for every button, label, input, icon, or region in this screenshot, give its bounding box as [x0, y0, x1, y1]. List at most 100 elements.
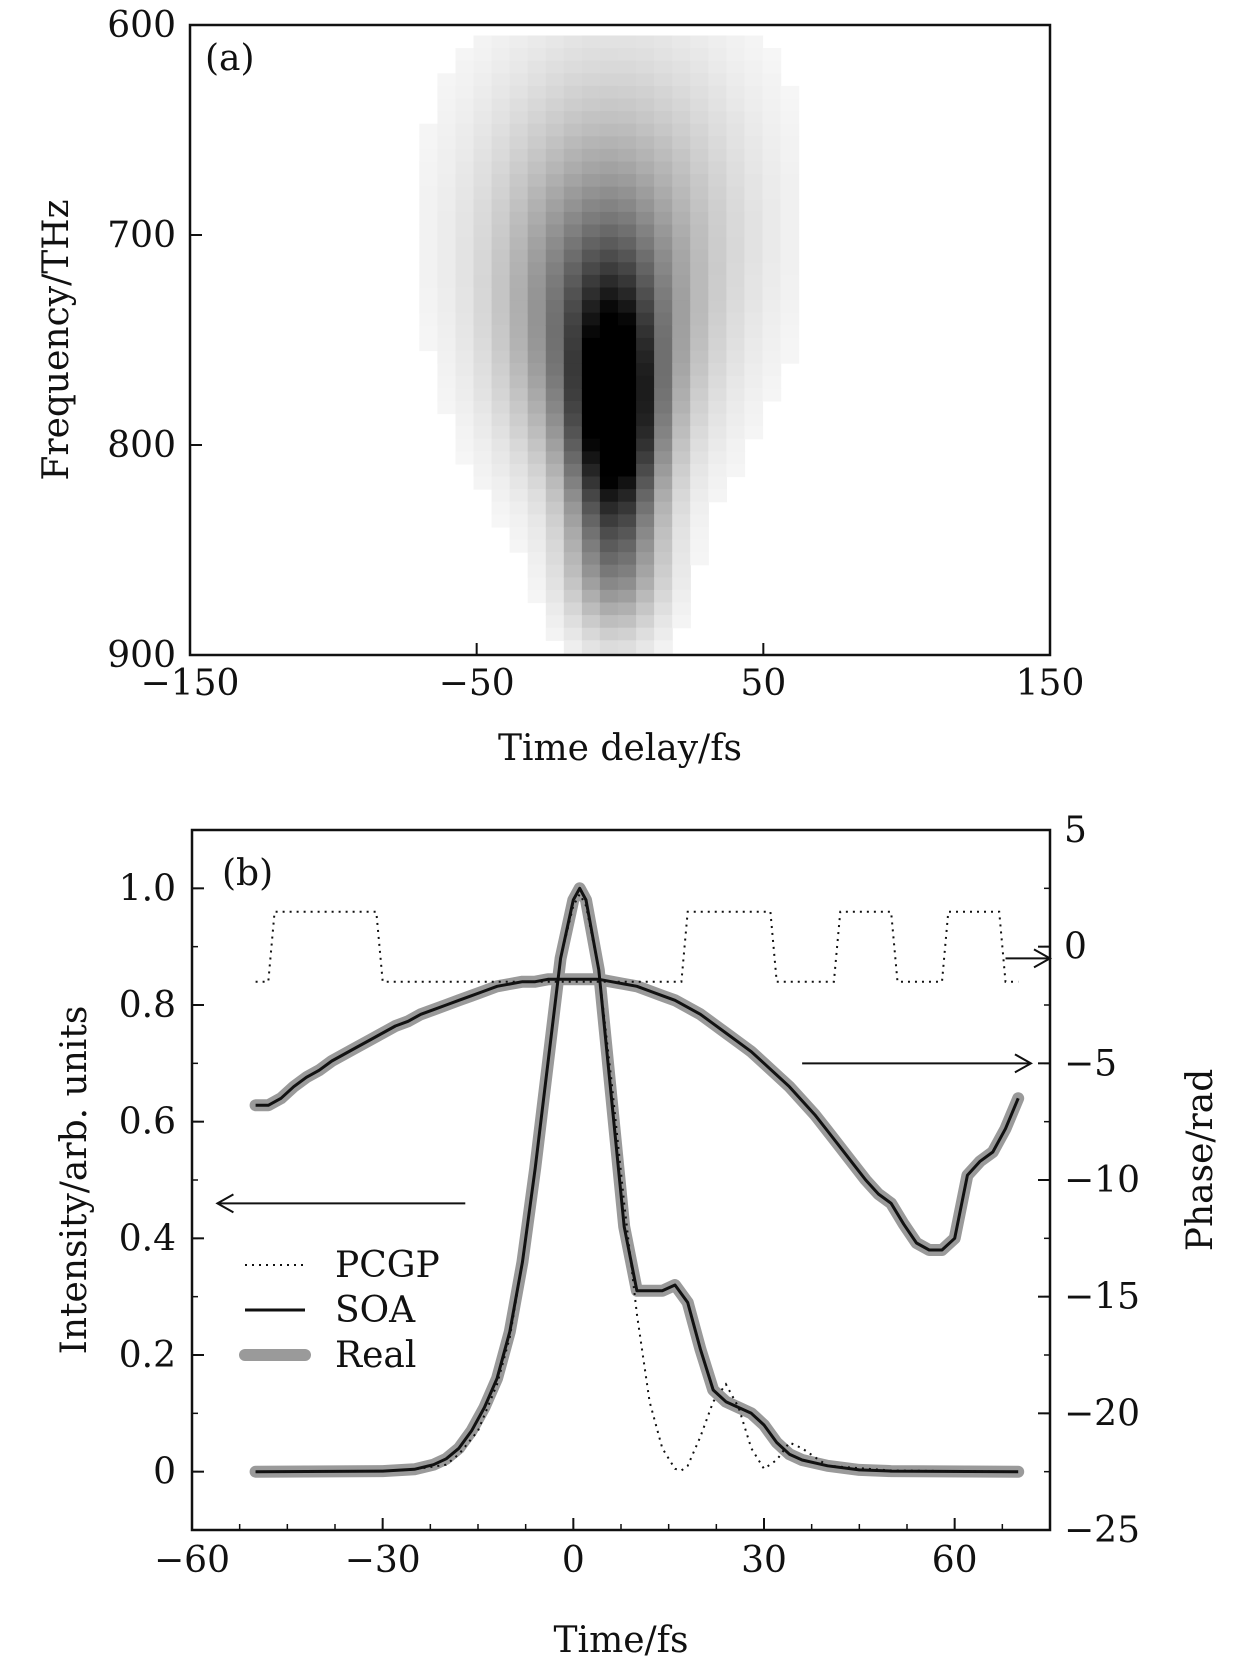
- heatmap-cell: [473, 123, 493, 137]
- heatmap-cell: [744, 325, 764, 339]
- heatmap-cell: [581, 123, 601, 137]
- heatmap-cell: [491, 48, 511, 62]
- heatmap-cell: [636, 539, 655, 553]
- heatmap-cell: [545, 136, 565, 150]
- heatmap-cell: [762, 199, 782, 213]
- heatmap-cell: [581, 274, 601, 289]
- heatmap-cell: [744, 413, 764, 427]
- heatmap-cell: [473, 98, 493, 112]
- heatmap-cell: [491, 489, 511, 503]
- heatmap-cell: [618, 602, 637, 616]
- series-soa-phase: [255, 977, 1020, 1252]
- heatmap-cell: [545, 35, 565, 49]
- heatmap-cell: [672, 274, 691, 289]
- heatmap-cell: [672, 161, 691, 175]
- heatmap-cell: [690, 337, 709, 352]
- heatmap-cell: [419, 262, 438, 276]
- heatmap-cell: [618, 539, 637, 553]
- heatmap-cell: [636, 161, 655, 175]
- heatmap-cell: [636, 60, 655, 74]
- heatmap-cell: [672, 211, 691, 226]
- heatmap-cell: [599, 350, 619, 364]
- heatmap-cell: [690, 287, 709, 301]
- heatmap-cell: [545, 375, 565, 389]
- heatmap-cell: [509, 400, 529, 415]
- heatmap-cell: [690, 161, 709, 175]
- heatmap-cell: [581, 174, 601, 188]
- heatmap-cell: [509, 388, 529, 402]
- heatmap-cell: [581, 363, 601, 377]
- panel-b-x-axis-label: Time/fs: [554, 1620, 689, 1658]
- heatmap-cell: [726, 199, 746, 213]
- heatmap-cell: [545, 60, 565, 74]
- heatmap-cell: [762, 262, 782, 276]
- heatmap-cell: [581, 564, 601, 578]
- heatmap-cell: [618, 224, 637, 238]
- heatmap-cell: [726, 413, 746, 427]
- heatmap-cell: [636, 375, 655, 389]
- heatmap-cell: [545, 539, 565, 553]
- heatmap-cell: [473, 438, 493, 452]
- heatmap-cell: [618, 123, 637, 137]
- heatmap-cell: [672, 350, 691, 364]
- heatmap-cell: [527, 564, 547, 578]
- heatmap-cell: [618, 161, 637, 175]
- heatmap-cell: [654, 199, 673, 213]
- heatmap-cell: [599, 287, 619, 301]
- heatmap-cell: [654, 363, 673, 377]
- heatmap-cell: [636, 123, 655, 137]
- heatmap-cell: [509, 325, 529, 339]
- heatmap-cell: [672, 136, 691, 150]
- heatmap-cell: [762, 174, 782, 188]
- heatmap-cell: [690, 249, 709, 263]
- heatmap-cell: [581, 60, 601, 74]
- heatmap-cell: [473, 325, 493, 339]
- heatmap-cell: [473, 237, 493, 251]
- heatmap-cell: [672, 526, 691, 541]
- panel-b-ticks: −60 −30 0 30 60 0 0.2 0.4 0.6 0.8 1.0 5 0 −5 −10 −15 −20…: [119, 810, 1140, 1581]
- heatmap-cell: [491, 501, 511, 515]
- heatmap-cell: [455, 363, 475, 377]
- heatmap-cell: [726, 98, 746, 112]
- heatmap-cell: [545, 413, 565, 427]
- heatmap-cell: [545, 312, 565, 326]
- heatmap-cell: [563, 526, 583, 541]
- panel-b-label: (b): [222, 853, 273, 894]
- heatmap-cell: [672, 249, 691, 263]
- heatmap-cell: [437, 262, 457, 276]
- heatmap-cell: [654, 501, 673, 515]
- heatmap-cell: [509, 489, 529, 503]
- heatmap-cell: [563, 602, 583, 616]
- heatmap-cell: [636, 426, 655, 440]
- heatmap-cell: [509, 111, 529, 125]
- heatmap-cell: [473, 274, 493, 289]
- heatmap-cell: [744, 300, 764, 314]
- heatmap-cell: [473, 350, 493, 364]
- heatmap-cell: [455, 426, 475, 440]
- heatmap-cell: [599, 237, 619, 251]
- heatmap-cell: [618, 111, 637, 125]
- heatmap-cell: [563, 589, 583, 604]
- heatmap-cell: [455, 98, 475, 112]
- panel-b-y-axis-label: Intensity/arb. units: [54, 1006, 95, 1355]
- heatmap-cell: [437, 161, 457, 175]
- heatmap-cell: [581, 400, 601, 415]
- heatmap-cell: [599, 300, 619, 314]
- heatmap-cell: [581, 615, 601, 629]
- heatmap-cell: [636, 363, 655, 377]
- heatmap-cell: [780, 300, 800, 314]
- heatmap-cell: [744, 148, 764, 163]
- heatmap-cell: [690, 539, 709, 553]
- heatmap-cell: [690, 224, 709, 238]
- y2-tick-label: 0: [1064, 927, 1087, 968]
- legend-label-real: Real: [335, 1335, 416, 1376]
- heatmap-cell: [618, 615, 637, 629]
- heatmap-cell: [509, 48, 529, 62]
- heatmap-cell: [618, 211, 637, 226]
- heatmap-cell: [690, 312, 709, 326]
- heatmap-cell: [581, 413, 601, 427]
- heatmap-cell: [599, 224, 619, 238]
- heatmap-cell: [419, 199, 438, 213]
- heatmap-cell: [672, 400, 691, 415]
- heatmap-cell: [545, 363, 565, 377]
